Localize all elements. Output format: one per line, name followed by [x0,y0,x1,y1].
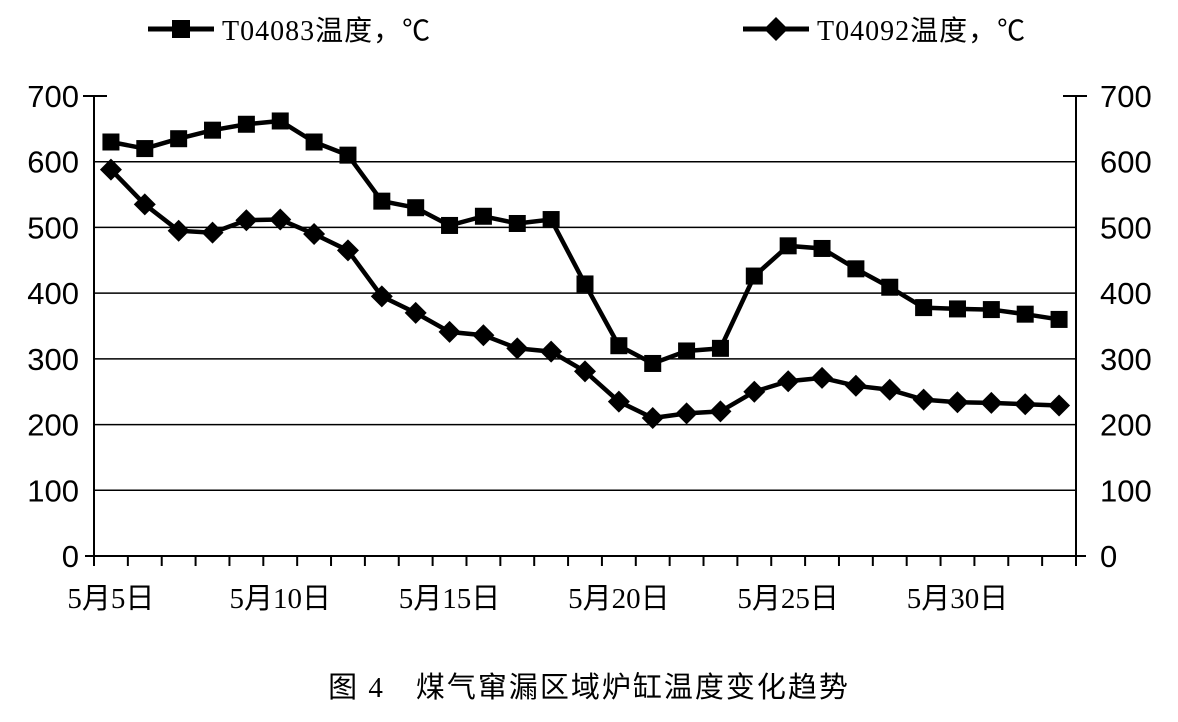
data-point-diamond [811,366,834,389]
data-point-diamond [743,380,766,403]
data-point-square [474,207,492,225]
y-axis-label-left: 100 [27,473,79,508]
data-point-diamond [912,388,935,411]
x-axis-label: 5月15日 [399,583,501,615]
data-point-square [237,115,255,133]
data-point-square [170,130,188,148]
data-point-square [678,342,696,360]
data-point-diamond [336,239,359,262]
data-point-square [847,260,865,278]
data-point-square [711,339,729,357]
data-point-diamond [878,378,901,401]
data-point-square [339,146,357,164]
data-point-square [745,267,763,285]
data-point-diamond [946,391,969,414]
data-point-square [136,140,154,158]
data-point-diamond [980,391,1003,414]
data-point-diamond [1048,394,1071,417]
data-point-diamond [506,337,529,360]
legend-label-t04092: T04092温度，℃ [817,16,1027,47]
x-axis-label: 5月25日 [737,583,839,615]
data-point-diamond [99,158,122,181]
data-point-diamond [675,402,698,425]
y-axis-label-right: 300 [1100,342,1152,377]
square-marker-icon [148,20,214,38]
y-axis-label-right: 100 [1100,473,1152,508]
y-axis-label-left: 300 [27,342,79,377]
data-point-square [881,278,899,296]
data-point-square [1016,305,1034,323]
data-point-square [1050,310,1068,328]
y-axis-label-right: 200 [1100,408,1152,443]
data-point-square [102,133,120,151]
data-point-square [915,299,933,317]
y-axis-label-right: 0 [1100,539,1117,574]
data-point-square [576,275,594,293]
data-point-diamond [438,320,461,343]
data-point-diamond [641,407,664,429]
data-point-diamond [404,301,427,324]
x-axis-label: 5月20日 [568,583,670,615]
figure-caption: 图 4 煤气窜漏区域炉缸温度变化趋势 [328,672,850,704]
legend-entry-t04092: T04092温度，℃ [743,14,1026,47]
data-point-diamond [574,360,596,383]
data-point-square [204,121,222,139]
series-line-square [110,118,1060,366]
y-axis-label-left: 600 [27,145,79,180]
data-point-square [813,239,831,257]
data-point-diamond [1014,393,1037,416]
data-point-diamond [709,400,732,423]
data-point-square [779,237,797,255]
y-axis-label-right: 500 [1100,210,1152,245]
data-point-square [948,300,966,318]
diamond-marker-icon [743,17,809,41]
data-point-square [542,211,560,229]
data-point-square [271,112,289,130]
y-axis-label-left: 500 [27,210,79,245]
legend-label-t04083: T04083温度，℃ [222,16,432,47]
data-point-square [644,354,662,372]
legend-entry-t04083: T04083温度，℃ [148,14,431,47]
y-axis-label-left: 0 [62,539,79,574]
data-point-square [982,301,1000,319]
data-point-diamond [844,374,867,397]
data-point-diamond [269,208,292,231]
data-point-diamond [303,223,326,245]
data-point-diamond [777,370,800,393]
data-point-diamond [472,324,495,347]
chart-canvas: 0 0 100 100 200 200 300 300 400 400 500 500 600 600 70… [27,79,1152,615]
y-axis-label-right: 700 [1100,79,1152,114]
data-point-square [610,337,628,355]
data-point-diamond [607,390,630,413]
data-point-square [407,199,425,217]
data-point-square [441,216,459,234]
y-axis-label-left: 700 [27,79,79,114]
data-point-diamond [540,340,563,363]
y-axis-label-left: 400 [27,276,79,311]
data-point-square [373,192,391,210]
y-axis-label-left: 200 [27,408,79,443]
data-point-diamond [235,209,258,232]
data-point-diamond [201,221,224,244]
x-axis-label: 5月30日 [907,583,1009,615]
y-axis-label-right: 600 [1100,145,1152,180]
x-axis-label: 5月5日 [67,583,154,615]
x-axis-label: 5月10日 [229,583,331,615]
data-point-diamond [167,219,190,242]
y-axis-label-right: 400 [1100,276,1152,311]
data-point-diamond [133,193,156,216]
data-point-square [508,214,526,232]
data-point-diamond [370,285,393,308]
data-point-square [305,133,323,151]
